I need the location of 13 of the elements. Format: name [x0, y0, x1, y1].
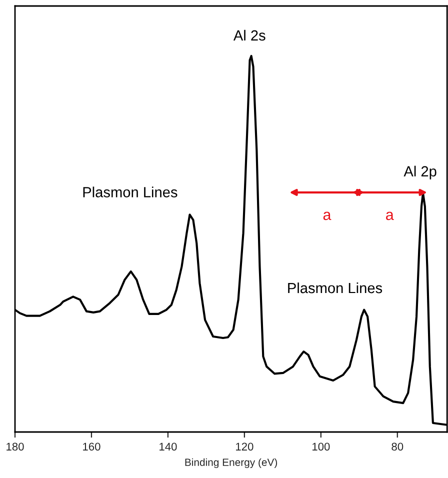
annotation: a	[323, 212, 332, 220]
annotation: Plasmon Lines	[288, 282, 382, 294]
x-tick-label: 120	[236, 442, 254, 451]
annotation: a	[386, 212, 394, 220]
text: Al 2s	[233, 30, 266, 41]
x-tick-label: 80	[392, 442, 404, 451]
x-tick-label: 100	[312, 442, 330, 451]
x-tick-label: 160	[83, 442, 100, 451]
annotation: Al 2p	[404, 166, 436, 180]
x-tick-label: 180	[6, 442, 24, 451]
x-axis-title: Binding Energy (eV)	[185, 458, 278, 468]
x-tick-label: 140	[160, 442, 177, 451]
annotation: Plasmon Lines	[83, 186, 178, 198]
